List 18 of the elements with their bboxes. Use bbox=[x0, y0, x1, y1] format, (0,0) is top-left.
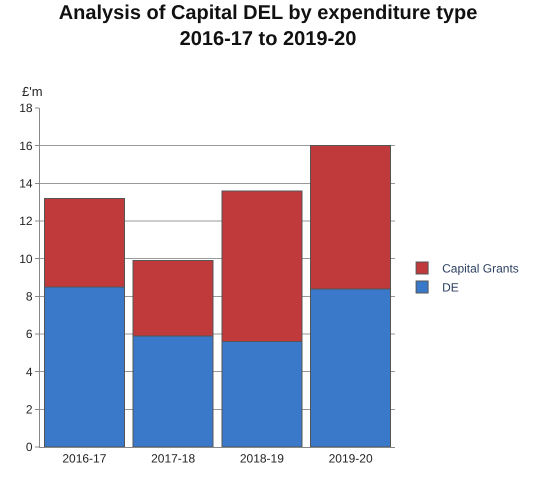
y-tick-label: 12 bbox=[19, 214, 33, 228]
y-tick-label: 14 bbox=[19, 176, 33, 191]
x-tick-label: 2016-17 bbox=[62, 451, 107, 466]
y-tick-label: 0 bbox=[26, 440, 33, 454]
x-tick-label: 2018-19 bbox=[240, 451, 284, 466]
y-tick-label: 4 bbox=[26, 364, 33, 379]
y-tick-label: 2 bbox=[26, 402, 33, 417]
y-axis-title: £'m bbox=[22, 84, 43, 99]
x-tick-label: 2019-20 bbox=[328, 451, 373, 466]
legend-label: DE bbox=[442, 280, 459, 295]
y-tick-label: 10 bbox=[19, 252, 33, 266]
chart-title: Analysis of Capital DEL by expenditure type 2016-17 to 2019-20 bbox=[58, 2, 478, 50]
y-tick-label: 18 bbox=[19, 101, 33, 116]
y-tick-label: 16 bbox=[19, 138, 33, 153]
legend-label: Capital Grants bbox=[442, 262, 519, 276]
x-tick-label: 2017-18 bbox=[151, 451, 196, 466]
y-tick-label: 6 bbox=[26, 327, 33, 342]
y-tick-label: 8 bbox=[26, 290, 33, 304]
